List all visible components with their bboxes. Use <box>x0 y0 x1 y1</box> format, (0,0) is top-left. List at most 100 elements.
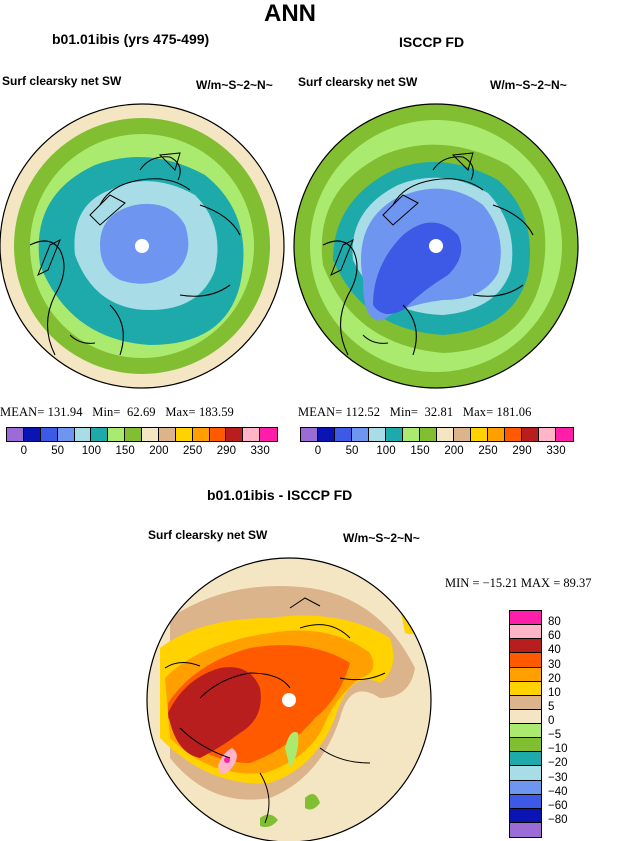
colorbar-swatch <box>471 428 488 441</box>
colorbar-swatch <box>522 428 539 441</box>
colorbar-swatch <box>510 681 541 696</box>
right-min-label: Min= <box>389 405 419 419</box>
left-panel-units: W/m~S~2~N~ <box>196 78 273 92</box>
left-mean-label: MEAN= <box>0 405 45 419</box>
left-panel-field: Surf clearsky net SW <box>2 74 122 88</box>
colorbar-tick-label: 150 <box>115 445 135 457</box>
colorbar-swatch <box>243 428 261 441</box>
colorbar-tick-label: 20 <box>548 672 561 685</box>
colorbar-tick-label: 50 <box>345 445 359 457</box>
colorbar-swatch <box>510 822 541 837</box>
colorbar-swatch <box>260 428 277 441</box>
colorbar-swatch <box>510 724 541 739</box>
colorbar-swatch <box>510 752 541 767</box>
colorbar-swatch <box>301 428 318 441</box>
colorbar-swatch <box>352 428 369 441</box>
colorbar-swatch <box>510 695 541 710</box>
colorbar-swatch <box>510 625 541 640</box>
colorbar-tick-label: 0 <box>20 445 28 457</box>
colorbar-swatch <box>420 428 437 441</box>
colorbar-swatch <box>40 428 58 441</box>
diff-panel-units: W/m~S~2~N~ <box>343 531 420 545</box>
colorbar-swatch <box>403 428 420 441</box>
right-mean-label: MEAN= <box>298 405 343 419</box>
diff-polar-map <box>146 557 432 841</box>
left-polar-map <box>0 103 285 389</box>
colorbar-swatch <box>369 428 386 441</box>
left-panel-title: b01.01ibis (yrs 475-499) <box>52 31 210 47</box>
left-mean-value: 131.94 <box>47 405 83 419</box>
right-polar-map <box>293 103 579 389</box>
colorbar-tick-label: 250 <box>478 445 498 457</box>
colorbar-tick-label: −40 <box>548 785 568 798</box>
colorbar-swatch <box>318 428 335 441</box>
colorbar-swatch <box>488 428 505 441</box>
right-stats: MEAN= 112.52 Min= 32.81 Max= 181.06 <box>298 405 531 420</box>
colorbar-tick-label: 250 <box>183 445 203 457</box>
colorbar-tick-label: 150 <box>410 445 430 457</box>
colorbar-tick-label: 60 <box>548 630 561 643</box>
left-min-value: 62.69 <box>127 405 156 419</box>
colorbar-swatch <box>510 653 541 668</box>
left-stats: MEAN= 131.94 Min= 62.69 Max= 183.59 <box>0 405 234 420</box>
colorbar-swatch <box>23 428 41 441</box>
colorbar-tick-label: 40 <box>548 644 561 657</box>
colorbar-swatch <box>175 428 193 441</box>
left-max-value: 183.59 <box>198 405 234 419</box>
colorbar-tick-label: 200 <box>149 445 169 457</box>
colorbar-swatch <box>510 611 541 626</box>
colorbar-swatch <box>108 428 126 441</box>
colorbar-swatch <box>437 428 454 441</box>
colorbar-swatch <box>510 709 541 724</box>
colorbar-tick-label: 0 <box>548 715 555 727</box>
colorbar-swatch <box>510 794 541 809</box>
colorbar-tick-label: −80 <box>548 813 568 826</box>
colorbar-tick-label: −30 <box>548 771 568 784</box>
right-colorbar <box>300 427 574 442</box>
colorbar-swatch <box>142 428 159 441</box>
colorbar-tick-label: 10 <box>548 686 561 699</box>
colorbar-swatch <box>192 428 210 441</box>
colorbar-swatch <box>454 428 471 441</box>
right-max-label: Max= <box>462 405 494 419</box>
colorbar-tick-label: 200 <box>444 445 464 457</box>
colorbar-tick-label: −5 <box>548 729 562 742</box>
diff-panel-title: b01.01ibis - ISCCP FD <box>207 487 353 503</box>
colorbar-swatch <box>158 428 176 441</box>
left-colorbar <box>6 427 278 442</box>
figure-title: ANN <box>264 0 316 27</box>
right-max-value: 181.06 <box>496 405 532 419</box>
diff-minmax: MIN = −15.21 MAX = 89.37 <box>445 576 592 590</box>
colorbar-swatch <box>335 428 352 441</box>
colorbar-swatch <box>556 428 573 441</box>
colorbar-swatch <box>510 667 541 682</box>
colorbar-swatch <box>386 428 403 441</box>
colorbar-swatch <box>7 428 24 441</box>
colorbar-swatch <box>209 428 227 441</box>
colorbar-tick-label: −10 <box>548 743 568 756</box>
colorbar-swatch <box>510 766 541 781</box>
colorbar-swatch <box>125 428 142 441</box>
colorbar-swatch <box>510 738 541 753</box>
colorbar-swatch <box>226 428 244 441</box>
diff-panel-field: Surf clearsky net SW <box>148 528 268 542</box>
colorbar-swatch <box>510 808 541 823</box>
left-min-label: Min= <box>92 405 121 419</box>
colorbar-tick-label: 290 <box>512 445 532 457</box>
colorbar-tick-label: 0 <box>314 445 322 457</box>
colorbar-tick-label: 100 <box>81 445 101 457</box>
colorbar-tick-label: 80 <box>548 616 561 629</box>
right-panel-units: W/m~S~2~N~ <box>490 78 567 92</box>
colorbar-tick-label: 5 <box>548 700 555 713</box>
colorbar-swatch <box>74 428 92 441</box>
right-panel-field: Surf clearsky net SW <box>298 75 418 89</box>
colorbar-swatch <box>510 639 541 654</box>
colorbar-tick-label: 330 <box>546 445 566 457</box>
colorbar-tick-label: 30 <box>548 658 561 671</box>
right-panel-title: ISCCP FD <box>399 34 465 50</box>
colorbar-swatch <box>57 428 75 441</box>
colorbar-swatch <box>539 428 556 441</box>
diff-colorbar <box>509 610 542 838</box>
colorbar-tick-label: 330 <box>250 445 270 457</box>
